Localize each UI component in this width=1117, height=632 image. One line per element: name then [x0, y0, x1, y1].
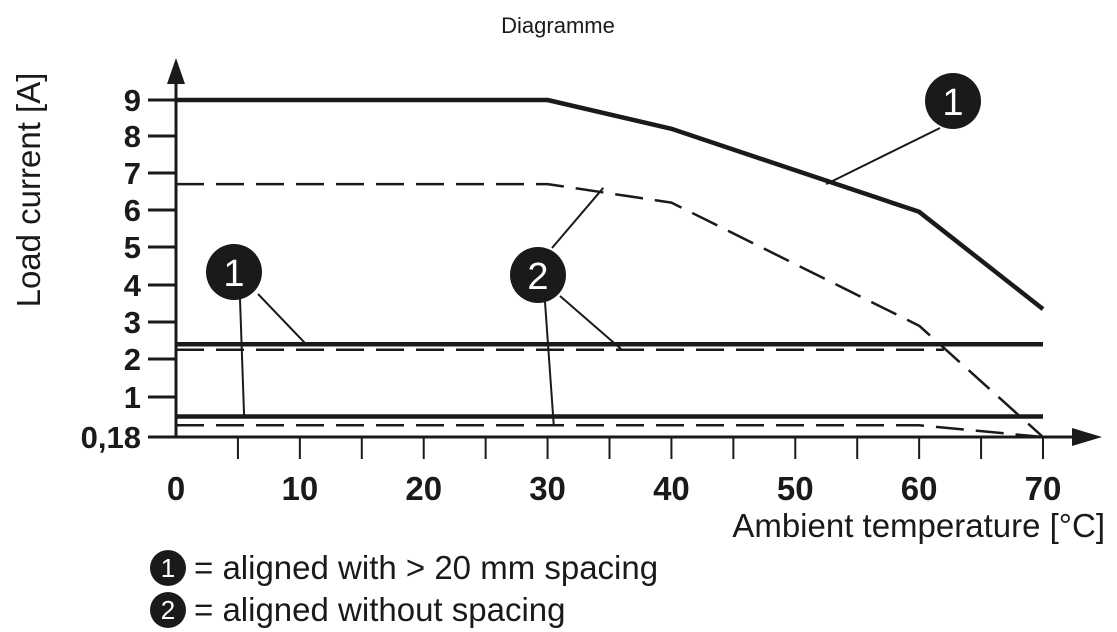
plot-series: [176, 97, 1045, 439]
y-tick-label: 1: [124, 380, 141, 415]
legend-text-1: = aligned with > 20 mm spacing: [194, 549, 659, 586]
y-tick-label: 8: [124, 119, 141, 154]
callouts: 1 2 1: [206, 73, 981, 426]
legend-marker-2: 2: [150, 592, 186, 628]
callout-leader: [257, 293, 307, 345]
x-axis-arrow: [1072, 428, 1102, 446]
y-tick-label: 7: [124, 156, 141, 191]
callout-badge-1: [925, 73, 981, 129]
x-tick-label: 30: [529, 470, 566, 507]
callout-label-2: 2: [527, 256, 548, 298]
chart-title: Diagramme: [501, 13, 615, 38]
x-tick-label: 20: [405, 470, 442, 507]
legend-text-2: = aligned without spacing: [194, 591, 566, 628]
x-tick-label: 40: [653, 470, 690, 507]
legend-item-1: 1 = aligned with > 20 mm spacing: [150, 546, 658, 590]
callout-label-3: 1: [223, 253, 244, 295]
series-line-1: [176, 97, 1045, 311]
y-tick-label: 0,18: [81, 420, 141, 455]
callout-leader: [551, 187, 605, 249]
x-tick-label: 60: [901, 470, 938, 507]
x-tick-label: 50: [777, 470, 814, 507]
series-line-2: [176, 182, 1044, 438]
y-tick-label: 2: [124, 342, 141, 377]
callout-badge-3: [206, 244, 262, 300]
y-tick-label: 5: [124, 230, 141, 265]
callout-leader: [239, 298, 246, 417]
callout-label-1: 1: [942, 82, 963, 124]
y-tick-label: 3: [124, 305, 141, 340]
series-line-6: [176, 424, 1044, 439]
callout-badge-2: [510, 247, 566, 303]
y-tick-label: 9: [124, 83, 141, 118]
y-tick-label: 6: [124, 193, 141, 228]
callout-leader: [559, 295, 623, 351]
callout-leader: [825, 127, 941, 185]
x-axis-label: Ambient temperature [°C]: [732, 507, 1105, 544]
x-tick-label: 0: [167, 470, 185, 507]
legend-item-2: 2 = aligned without spacing: [150, 588, 566, 632]
y-axis-arrow: [167, 58, 185, 84]
x-tick-label: 70: [1025, 470, 1062, 507]
legend-marker-1: 1: [150, 550, 186, 586]
y-axis-label: Load current [A]: [10, 73, 47, 308]
y-tick-label: 4: [124, 268, 142, 303]
callout-leader: [544, 301, 555, 426]
x-tick-label: 10: [281, 470, 318, 507]
